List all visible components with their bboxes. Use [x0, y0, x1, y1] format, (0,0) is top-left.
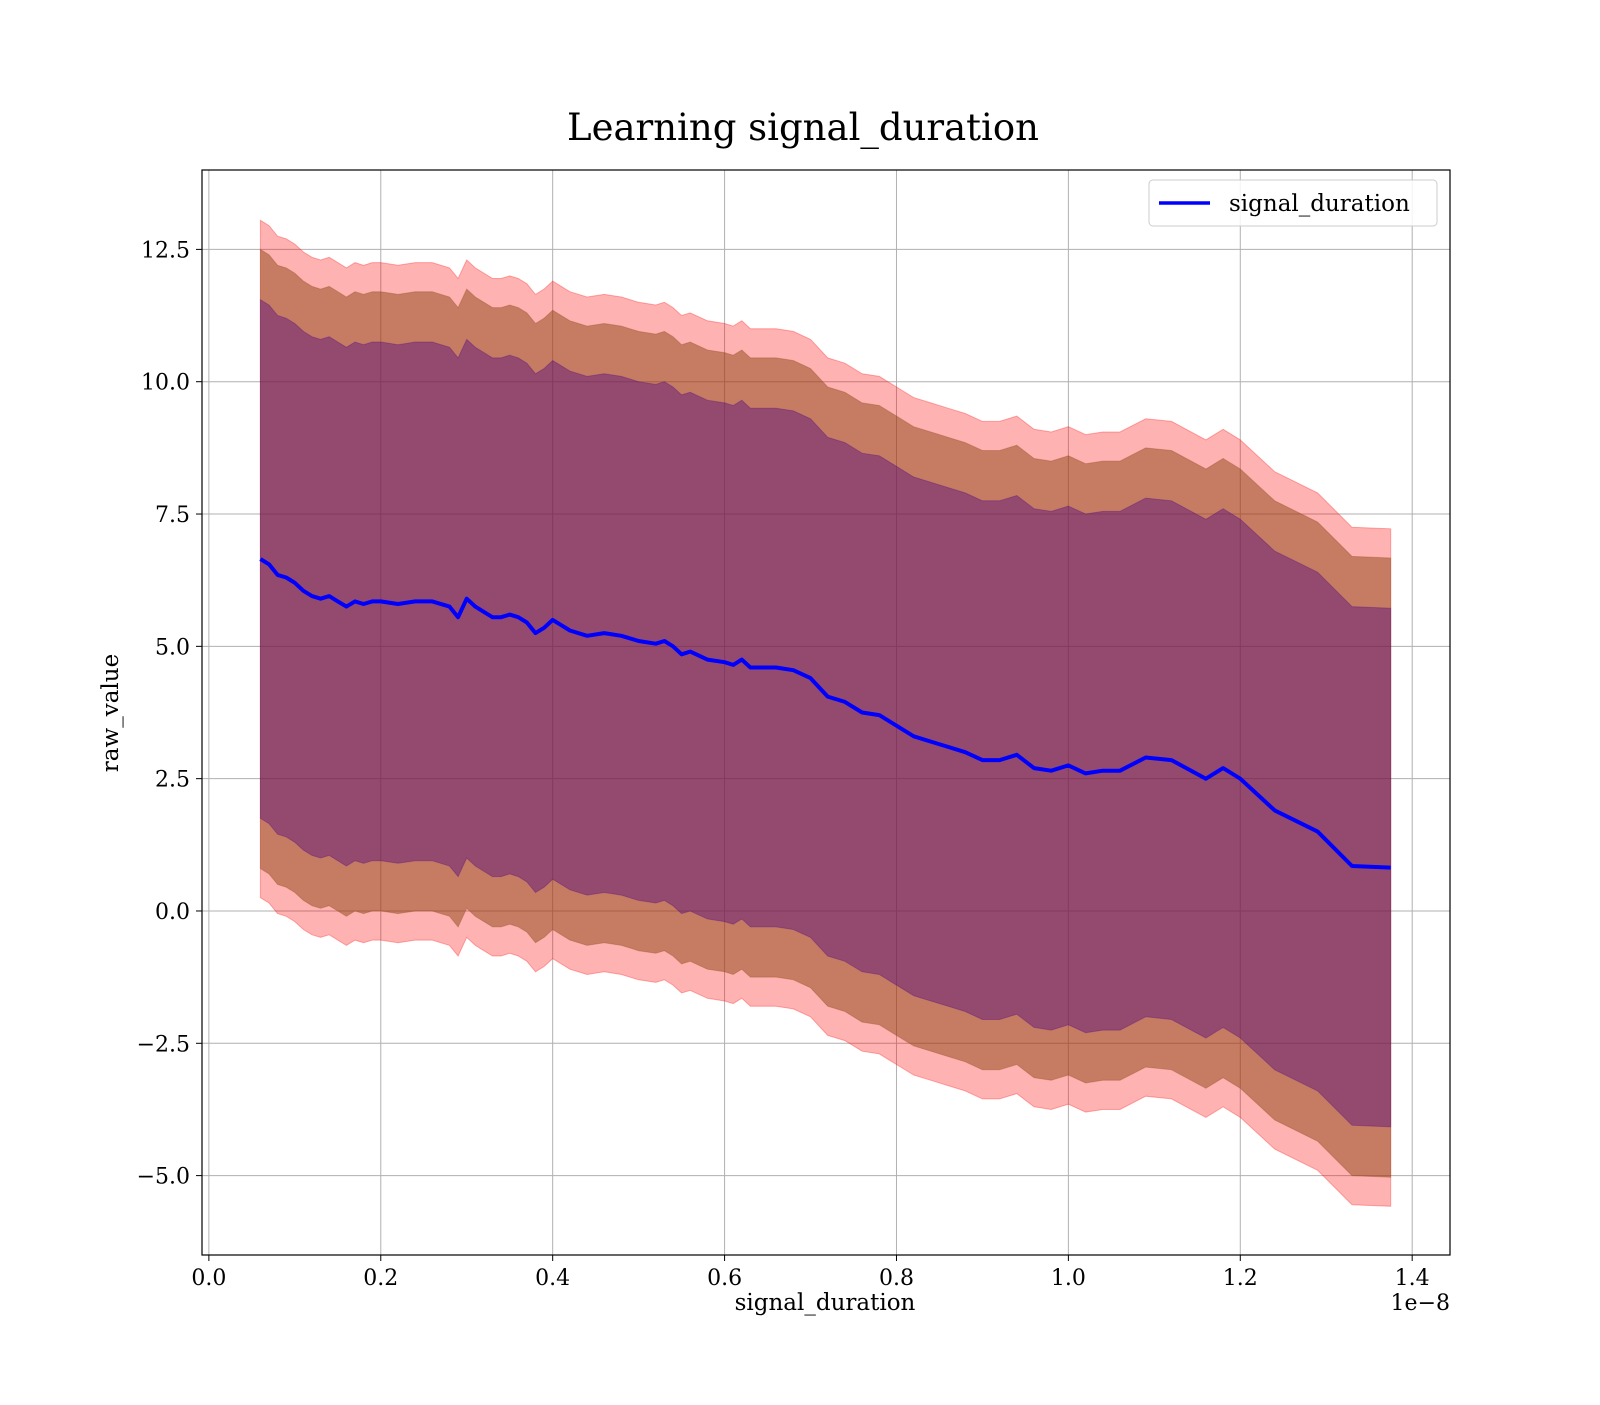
plot-frame	[201, 169, 1451, 1256]
chart-title: Learning signal_duration	[567, 106, 1039, 150]
y-tick-label: 0.0	[155, 900, 190, 925]
x-tick-label: 0.6	[707, 1266, 742, 1291]
x-tick-label: 0.4	[535, 1266, 570, 1291]
series-line-signal-duration	[259, 557, 1391, 870]
x-axis-title: signal_duration	[735, 1290, 916, 1316]
legend-box	[1148, 179, 1438, 227]
y-tick-label: 5.0	[155, 635, 190, 660]
legend-label: signal_duration	[1229, 191, 1410, 217]
x-axis-ticks: 0.0 0.2 0.4 0.6 0.8 1.0 1.2 1.4	[191, 1255, 1430, 1291]
y-tick-label: −5.0	[137, 1165, 190, 1190]
x-tick-label: 0.0	[191, 1266, 226, 1291]
band-inner	[259, 298, 1392, 1128]
series-lines	[259, 557, 1391, 870]
y-axis-ticks: 12.5 10.0 7.5 5.0 2.5 0.0 −2.5 −5.0	[137, 238, 202, 1190]
y-tick-label: 10.0	[141, 371, 190, 396]
x-tick-label: 0.2	[363, 1266, 398, 1291]
x-tick-label: 1.2	[1223, 1266, 1258, 1291]
y-tick-label: 7.5	[155, 503, 190, 528]
y-tick-label: −2.5	[137, 1032, 190, 1057]
x-tick-label: 0.8	[879, 1266, 914, 1291]
band-middle	[259, 248, 1392, 1178]
x-tick-label: 1.0	[1051, 1266, 1086, 1291]
x-tick-label: 1.4	[1395, 1266, 1430, 1291]
x-axis-offset-label: 1e−8	[1391, 1291, 1450, 1316]
legend: signal_duration	[1148, 179, 1438, 227]
y-tick-label: 12.5	[141, 238, 190, 263]
y-axis-title: raw_value	[98, 654, 124, 772]
y-tick-label: 2.5	[155, 768, 190, 793]
confidence-bands	[259, 219, 1392, 1207]
